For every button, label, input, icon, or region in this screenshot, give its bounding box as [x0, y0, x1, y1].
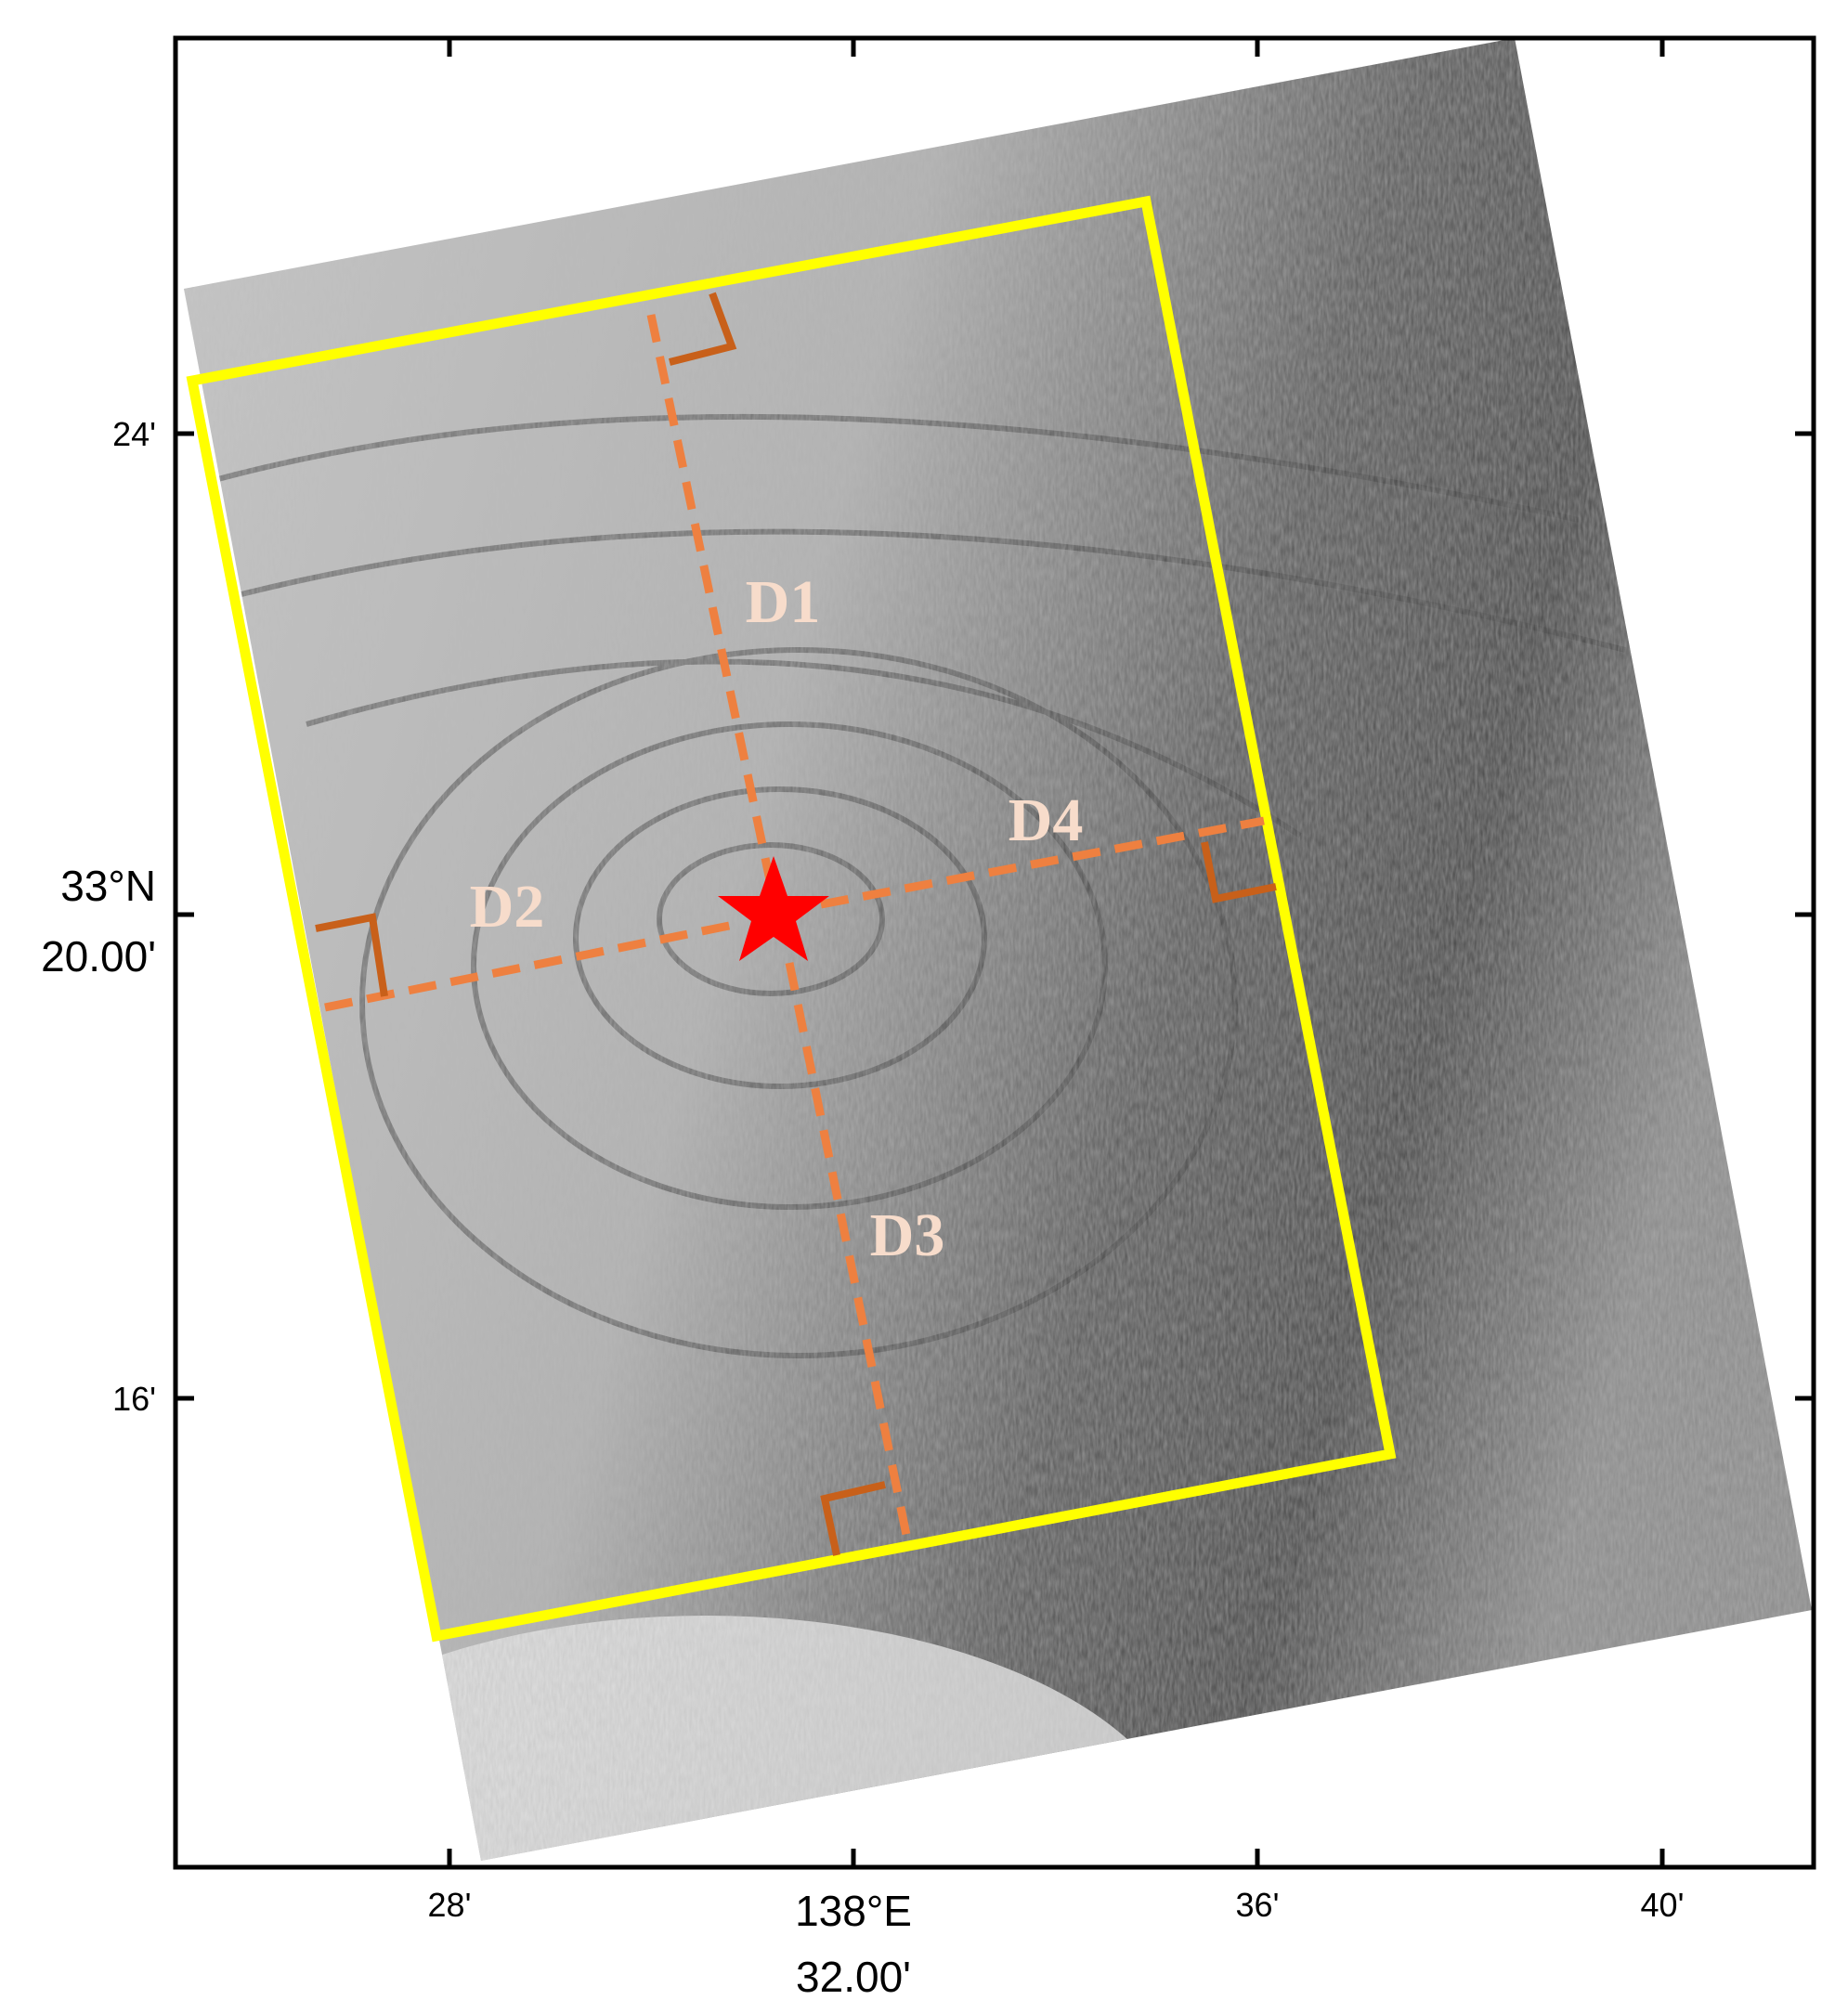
frame-ticks [176, 38, 1814, 1867]
x-tick-label: 28' [428, 1886, 472, 1924]
x-center-label: 32.00' [796, 1953, 911, 2001]
section-label: D3 [870, 1201, 945, 1269]
x-tick-label: 40' [1641, 1886, 1685, 1924]
section-brackets [315, 292, 1277, 1556]
section-label: D2 [470, 873, 545, 941]
study-area-box [186, 195, 1397, 1643]
y-tick-label: 16' [112, 1380, 156, 1418]
epicenter-star [718, 856, 829, 961]
x-center-label: 138°E [795, 1887, 912, 1935]
map-frame [173, 35, 1816, 1870]
y-center-label: 20.00' [41, 932, 156, 981]
satellite-image [184, 38, 1812, 1861]
y-tick-label: 24' [112, 415, 156, 453]
y-center-label: 33°N [60, 862, 156, 910]
x-tick-label: 36' [1236, 1886, 1280, 1924]
section-lines [324, 314, 1265, 1540]
section-label: D4 [1009, 786, 1084, 854]
section-label: D1 [746, 568, 821, 636]
